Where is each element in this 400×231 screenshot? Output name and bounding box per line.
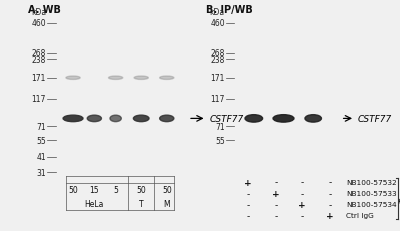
Text: Ctrl IgG: Ctrl IgG (346, 213, 374, 219)
Text: 117: 117 (32, 95, 46, 104)
Text: 460: 460 (31, 19, 46, 28)
Text: 171: 171 (32, 74, 46, 83)
Text: CSTF77: CSTF77 (209, 114, 244, 123)
Ellipse shape (305, 115, 322, 123)
Text: 31: 31 (36, 168, 46, 177)
Ellipse shape (134, 77, 148, 80)
Text: 238: 238 (32, 56, 46, 65)
Ellipse shape (63, 116, 83, 122)
Text: -: - (274, 211, 278, 220)
Text: +: + (272, 189, 280, 198)
Text: -: - (300, 211, 304, 220)
Text: -: - (247, 200, 250, 209)
Text: 71: 71 (36, 122, 46, 131)
Text: B. IP/WB: B. IP/WB (206, 5, 253, 15)
Text: -: - (274, 200, 278, 209)
Text: -: - (328, 189, 331, 198)
Ellipse shape (245, 115, 263, 123)
Text: HeLa: HeLa (85, 199, 104, 208)
Text: -: - (274, 178, 278, 187)
Text: 50: 50 (162, 185, 172, 194)
Text: 117: 117 (210, 95, 225, 104)
Text: 50: 50 (68, 185, 78, 194)
Text: -: - (300, 189, 304, 198)
Text: M: M (164, 199, 170, 208)
Text: NB100-57533: NB100-57533 (346, 190, 397, 196)
Text: 71: 71 (215, 122, 225, 131)
Ellipse shape (160, 116, 174, 122)
Text: +: + (244, 178, 252, 187)
Text: 460: 460 (210, 19, 225, 28)
Text: NB100-57532: NB100-57532 (346, 179, 397, 185)
Text: CSTF77: CSTF77 (357, 114, 392, 123)
Text: +: + (298, 200, 306, 209)
Text: 238: 238 (210, 56, 225, 65)
Text: 5: 5 (113, 185, 118, 194)
Ellipse shape (66, 77, 80, 80)
Ellipse shape (110, 116, 121, 122)
Text: -: - (328, 178, 331, 187)
Text: 55: 55 (36, 136, 46, 145)
Text: -: - (247, 189, 250, 198)
Text: kDa: kDa (210, 8, 225, 17)
Text: -: - (247, 211, 250, 220)
Text: +: + (326, 211, 334, 220)
Ellipse shape (133, 116, 149, 122)
Text: A. WB: A. WB (28, 5, 61, 15)
Ellipse shape (108, 77, 123, 80)
Text: -: - (300, 178, 304, 187)
Text: NB100-57534: NB100-57534 (346, 201, 397, 207)
Text: kDa: kDa (31, 8, 46, 17)
Ellipse shape (160, 77, 174, 80)
Text: 41: 41 (36, 153, 46, 161)
Text: 55: 55 (215, 136, 225, 145)
Text: 268: 268 (32, 49, 46, 58)
Ellipse shape (87, 116, 102, 122)
Text: 171: 171 (210, 74, 225, 83)
Text: 50: 50 (136, 185, 146, 194)
Ellipse shape (273, 115, 294, 123)
Text: T: T (139, 199, 144, 208)
Text: -: - (328, 200, 331, 209)
Text: 268: 268 (210, 49, 225, 58)
Text: 15: 15 (90, 185, 99, 194)
